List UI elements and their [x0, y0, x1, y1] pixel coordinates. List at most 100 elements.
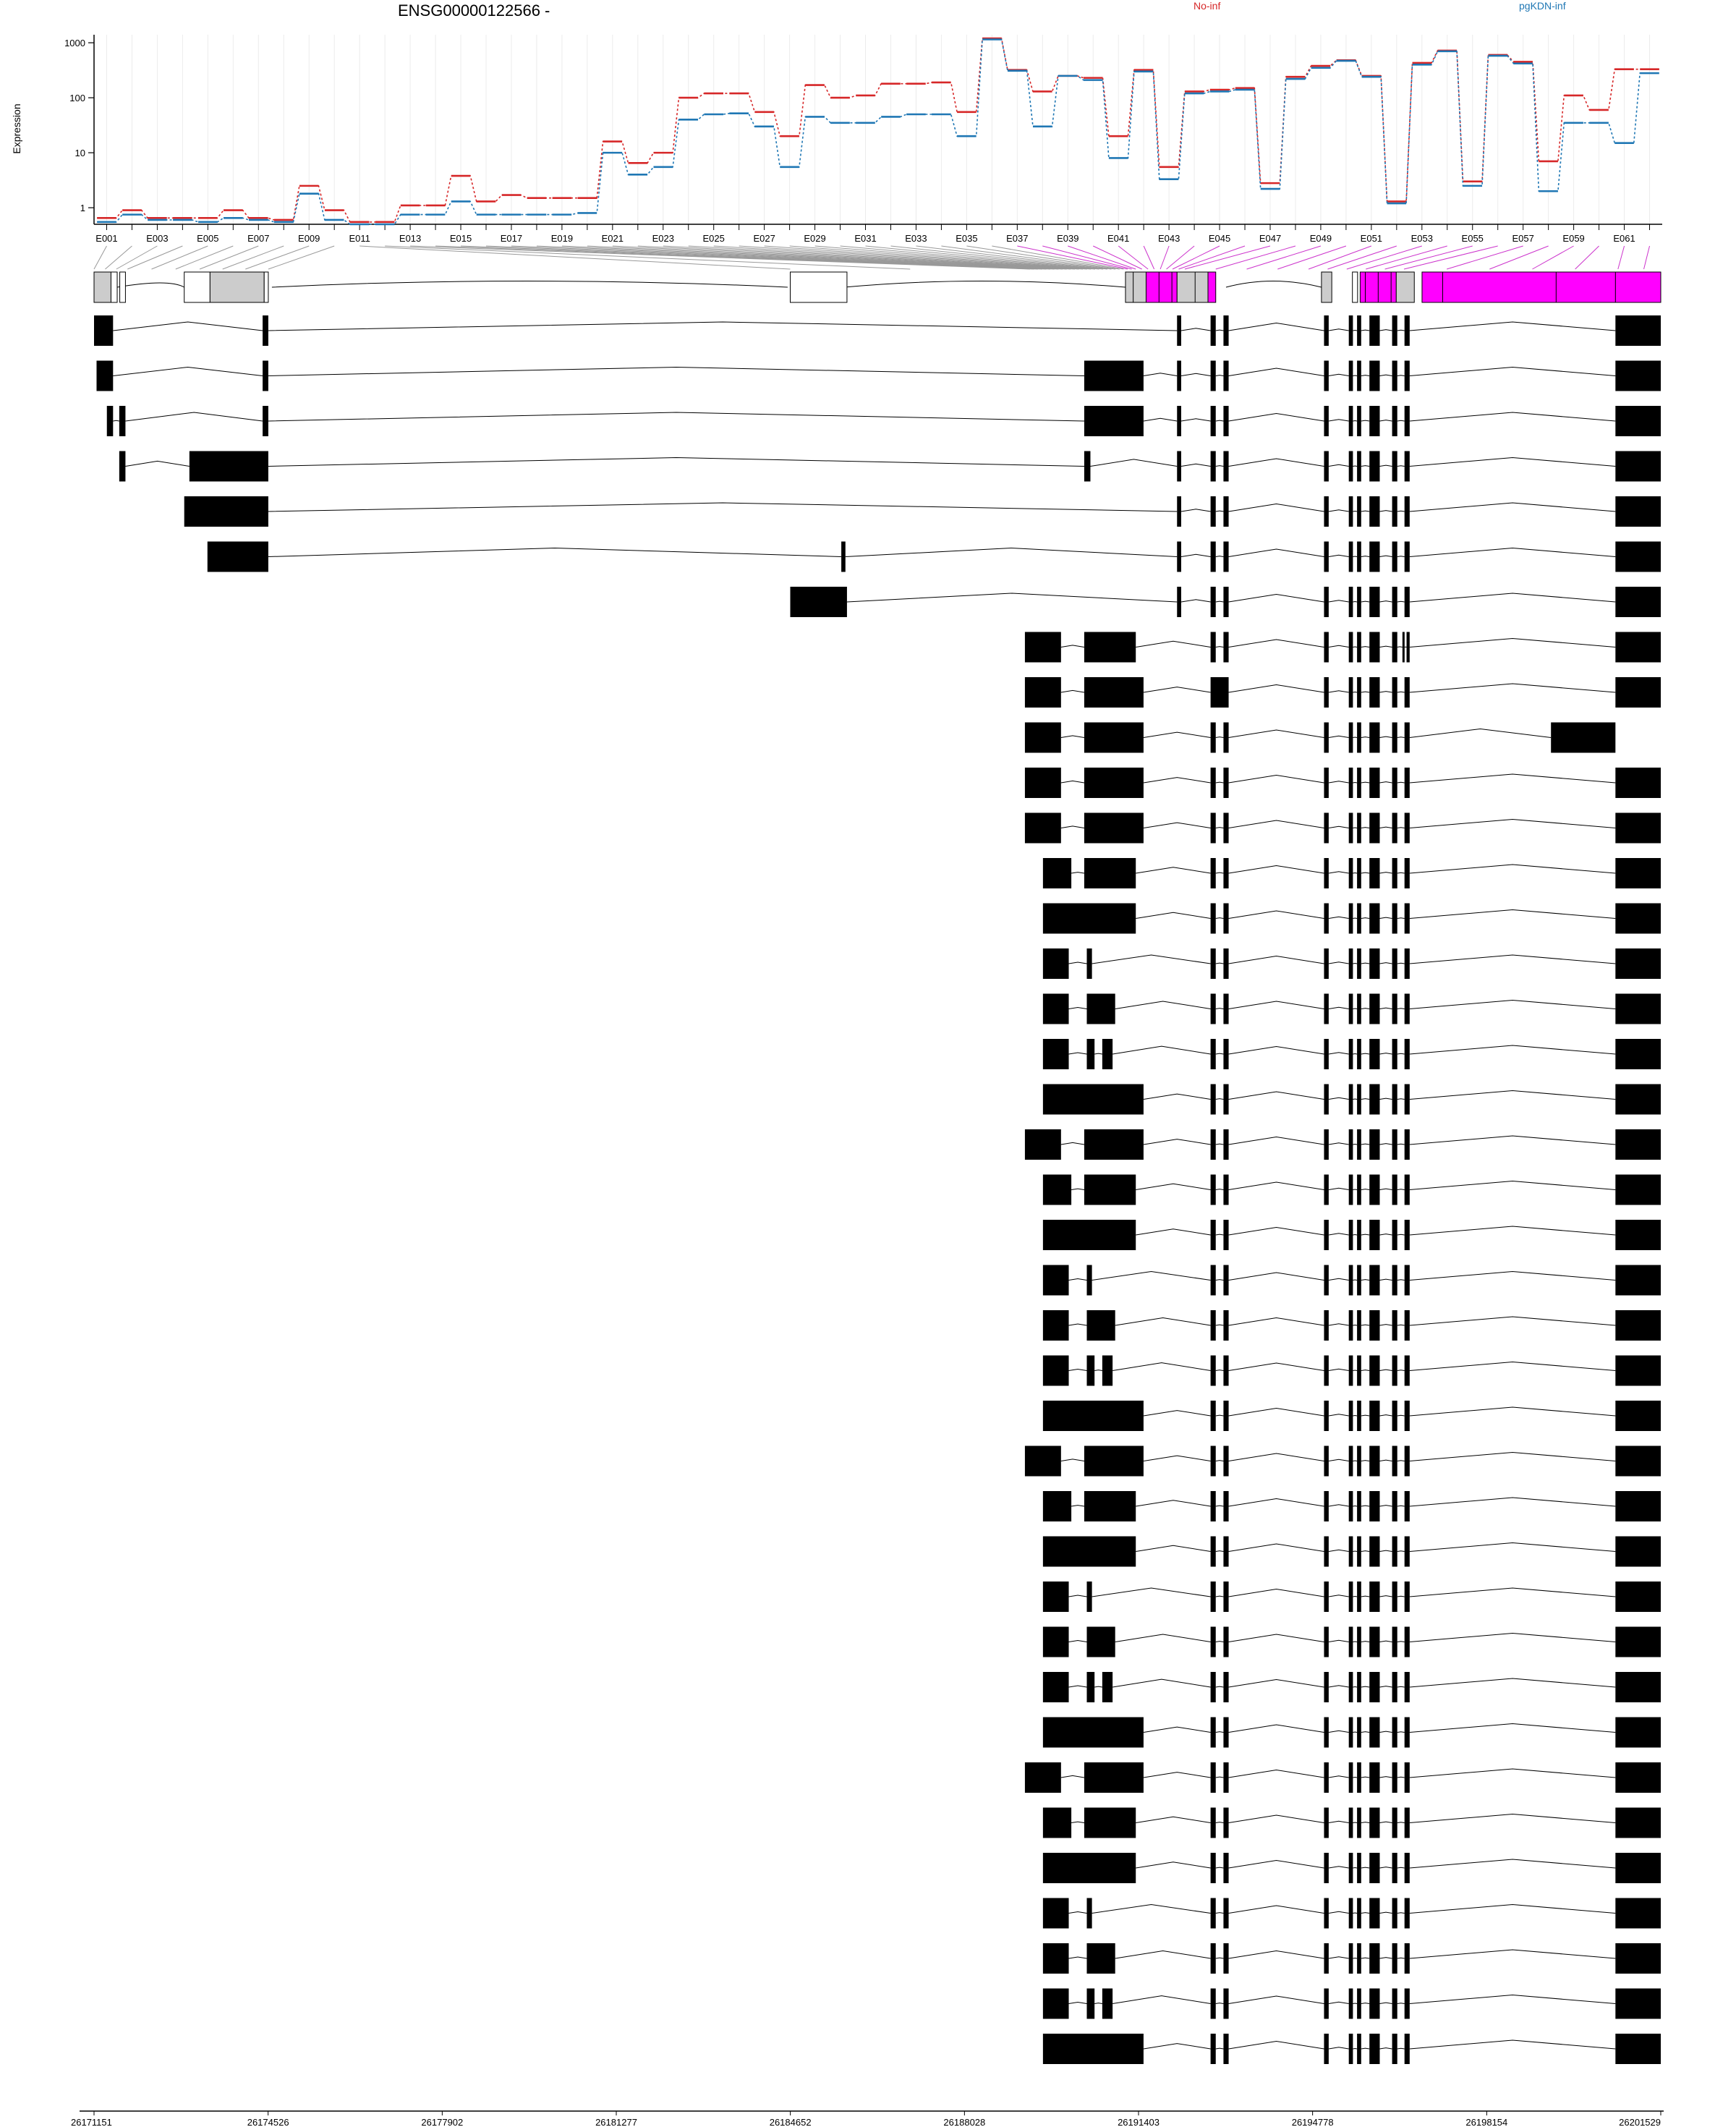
exon-block [1223, 812, 1229, 844]
intron-line [1397, 1279, 1405, 1281]
exon-block [1086, 1672, 1095, 1702]
intron-line [1094, 1686, 1102, 1688]
exon-block [1392, 1265, 1397, 1296]
exon-block [1615, 1762, 1661, 1793]
exon-block [1392, 1355, 1397, 1386]
intron-line [1228, 1678, 1324, 1688]
intron-line [1397, 2047, 1405, 2050]
exon-block [1024, 632, 1061, 663]
x-tick-label: E007 [247, 233, 269, 244]
intron-line [1215, 1867, 1224, 1869]
exon-block [1042, 1265, 1069, 1296]
exon-block [1392, 1898, 1397, 1929]
intron-line [1379, 1867, 1392, 1869]
exon-connector [385, 245, 911, 270]
exon-block [1615, 1039, 1661, 1069]
overview-exon [209, 271, 265, 303]
intron-line [1228, 1362, 1324, 1371]
intron-line [1328, 1685, 1349, 1688]
exon-block [1348, 1174, 1353, 1205]
exon-block [1392, 1039, 1397, 1069]
intron-line [1409, 593, 1616, 603]
intron-line [1215, 1414, 1224, 1417]
intron-line [1361, 1776, 1370, 1778]
exon-block [1615, 1174, 1661, 1205]
exon-block [1102, 1039, 1113, 1069]
exon-block [1348, 1536, 1353, 1567]
exon-block [1084, 360, 1144, 391]
intron-line [1228, 865, 1324, 874]
intron-line [1379, 826, 1392, 828]
intron-line [1409, 773, 1616, 784]
intron-line [1180, 509, 1211, 512]
x-tick-label: E015 [450, 233, 472, 244]
exon-block [1369, 451, 1380, 482]
exon-block [1357, 1988, 1361, 2019]
intron-line [1328, 1775, 1349, 1778]
exon-block [1404, 451, 1410, 482]
intron-line [1068, 1639, 1087, 1642]
exon-connector [1643, 245, 1651, 270]
intron-line [1409, 1723, 1616, 1733]
intron-line [1409, 1270, 1616, 1281]
intron-line [1180, 463, 1211, 467]
exon-block [1404, 1265, 1410, 1296]
exon-block [1357, 1129, 1361, 1160]
exon-block [1086, 1355, 1095, 1386]
exon-block [1210, 1084, 1216, 1115]
intron-line [1379, 1595, 1392, 1597]
overview-exon [93, 271, 111, 303]
exon-block [1348, 1084, 1353, 1115]
exon-block [1348, 587, 1353, 617]
exon-block [1210, 1491, 1216, 1521]
exon-block [1324, 858, 1329, 888]
transcript-row [1042, 1717, 1661, 1748]
exon-block [1348, 1491, 1353, 1521]
exon-block [1324, 1174, 1329, 1205]
x-tick-label: E033 [905, 233, 927, 244]
exon-block [1369, 1039, 1380, 1069]
exon-connector [814, 245, 1096, 270]
intron-line [1397, 600, 1405, 603]
transcript-row [1042, 1084, 1661, 1115]
exon-connector [1246, 245, 1322, 270]
x-tick-label: E041 [1107, 233, 1129, 244]
intron-line [1361, 1731, 1370, 1733]
exon-block [1392, 858, 1397, 888]
exon-block [1404, 1536, 1410, 1567]
exon-block [1024, 1129, 1061, 1160]
exon-block [1369, 2034, 1380, 2064]
exon-block [1369, 315, 1380, 346]
exon-block [1210, 722, 1216, 753]
exon-block [1086, 1898, 1092, 1929]
exon-connector [268, 245, 335, 270]
exon-block [1223, 1988, 1229, 2019]
exon-connector [1215, 245, 1296, 270]
intron-line [1361, 917, 1370, 919]
exon-connector [1068, 245, 1136, 270]
intron-line [1328, 871, 1349, 874]
exon-block [1042, 1310, 1069, 1341]
exon-block [1369, 948, 1380, 979]
intron-line [1090, 459, 1178, 467]
genomic-coordinate-axis: 26171151 26174526 26177902 26181277 26184652… [71, 2110, 1664, 2127]
exon-connector [1403, 245, 1498, 270]
exon-block [1615, 1626, 1661, 1657]
exon-connector [764, 245, 1087, 270]
exon-block [1086, 948, 1092, 979]
intron-line [1409, 1361, 1616, 1371]
intron-line [1328, 961, 1349, 964]
exon-block [1042, 1355, 1069, 1386]
exon-block [1357, 1898, 1361, 1929]
exon-connector [1160, 245, 1170, 270]
intron-line [1409, 1903, 1616, 1914]
expression-plot: 1 10 100 1000 E001 E003 E005 E007 E009 E011 E013 E0… [64, 35, 1662, 244]
exon-block [1223, 993, 1229, 1024]
exon-connector [966, 245, 1120, 270]
intron-line [268, 412, 1084, 422]
exon-block [1223, 1039, 1229, 1069]
transcript-row [1024, 677, 1661, 708]
exon-block [1615, 1220, 1661, 1250]
intron-line [1143, 687, 1211, 693]
